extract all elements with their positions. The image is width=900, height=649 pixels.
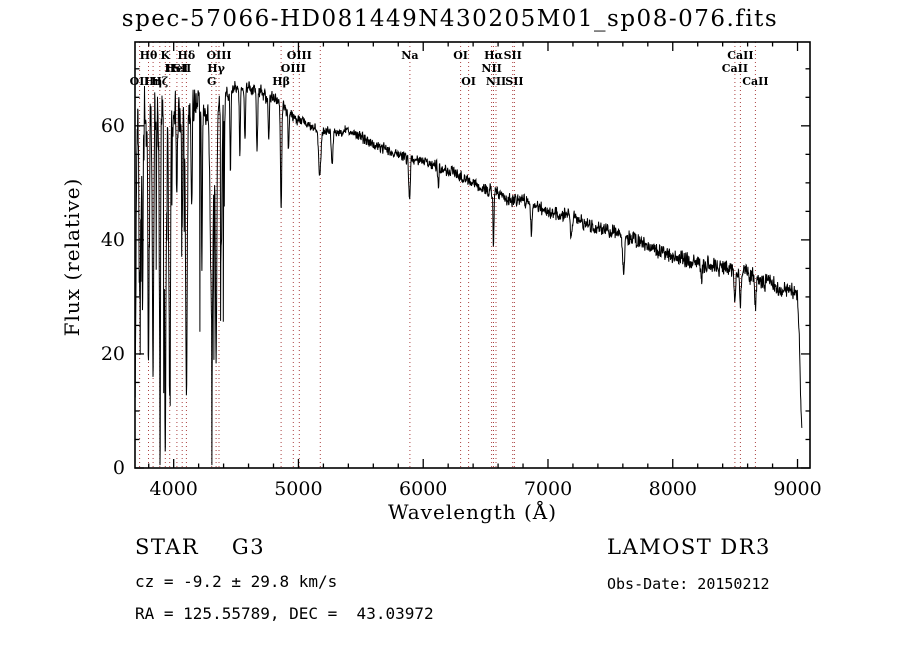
svg-text:Hα: Hα xyxy=(484,49,503,62)
svg-text:OIII: OIII xyxy=(206,49,231,62)
svg-text:OI: OI xyxy=(461,75,476,88)
svg-text:6000: 6000 xyxy=(399,478,447,500)
svg-text:H: H xyxy=(164,62,174,75)
svg-text:8000: 8000 xyxy=(649,478,697,500)
svg-text:Na: Na xyxy=(401,49,418,62)
svg-text:CaII: CaII xyxy=(722,62,748,75)
svg-text:K: K xyxy=(161,49,171,62)
svg-text:NII: NII xyxy=(481,62,501,75)
svg-text:Hγ: Hγ xyxy=(207,62,225,75)
svg-text:OIII: OIII xyxy=(287,49,312,62)
spectrum-trace xyxy=(134,81,803,466)
tick-labels: 4000 5000 6000 7000 8000 9000 0 20 40 60 xyxy=(101,115,822,500)
svg-text:SII: SII xyxy=(505,75,523,88)
svg-text:60: 60 xyxy=(101,115,125,137)
svg-text:40: 40 xyxy=(101,229,125,251)
svg-text:SII: SII xyxy=(504,49,522,62)
svg-text:CaII: CaII xyxy=(742,75,768,88)
svg-text:HeI: HeI xyxy=(166,62,189,75)
survey-label: LAMOST DR3 xyxy=(607,535,771,559)
svg-text:OIII: OIII xyxy=(281,62,306,75)
obs-date-label: Obs-Date: 20150212 xyxy=(607,575,770,593)
svg-text:Hδ: Hδ xyxy=(178,49,196,62)
svg-text:CaII: CaII xyxy=(727,49,753,62)
object-class-label: STAR G3 xyxy=(135,535,266,559)
svg-text:Hη: Hη xyxy=(144,75,162,88)
svg-text:OI: OI xyxy=(453,49,468,62)
svg-text:SII: SII xyxy=(173,62,191,75)
svg-text:7000: 7000 xyxy=(524,478,572,500)
plot-title: spec-57066-HD081449N430205M01_sp08-076.f… xyxy=(121,6,779,32)
cz-velocity-label: cz = -9.2 ± 29.8 km/s xyxy=(135,572,338,591)
y-axis-label: Flux (relative) xyxy=(60,177,84,337)
svg-text:9000: 9000 xyxy=(773,478,821,500)
svg-text:Hβ: Hβ xyxy=(272,75,290,88)
svg-text:G: G xyxy=(207,75,216,88)
svg-text:4000: 4000 xyxy=(150,478,198,500)
svg-text:Hθ: Hθ xyxy=(140,49,158,62)
spectral-line-markers xyxy=(139,42,756,468)
svg-text:Hζ: Hζ xyxy=(151,75,168,88)
svg-text:OII: OII xyxy=(130,75,150,88)
axes xyxy=(134,41,811,469)
svg-text:NII: NII xyxy=(486,75,506,88)
coordinates-label: RA = 125.55789, DEC = 43.03972 xyxy=(135,604,434,623)
svg-text:20: 20 xyxy=(101,343,125,365)
svg-text:5000: 5000 xyxy=(274,478,322,500)
svg-text:0: 0 xyxy=(113,457,125,479)
x-axis-label: Wavelength (Å) xyxy=(387,500,558,524)
